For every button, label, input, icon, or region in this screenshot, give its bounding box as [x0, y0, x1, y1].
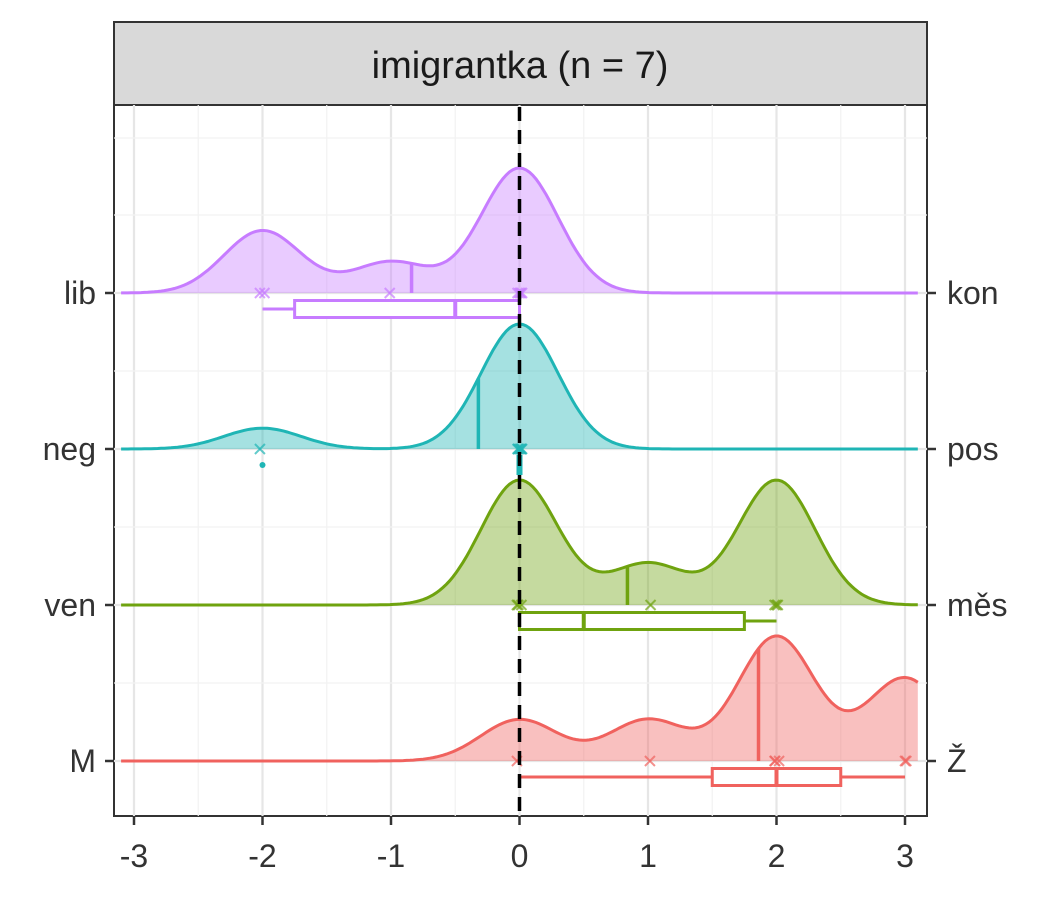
data-point: [512, 599, 524, 611]
boxplot: [518, 611, 777, 631]
x-tick-label: -1: [377, 838, 405, 874]
y-label-right: pos: [947, 431, 999, 467]
data-point: [254, 443, 266, 455]
x-tick-label: -2: [248, 838, 276, 874]
y-label-left: lib: [64, 275, 96, 311]
data-point-stroke: [254, 287, 266, 299]
y-label-left: neg: [43, 431, 96, 467]
x-tick-label: 2: [768, 838, 786, 874]
data-point: [258, 287, 271, 299]
data-point: [770, 599, 783, 611]
y-label-right: měs: [947, 587, 1007, 623]
ridge-M: [121, 634, 919, 787]
axes: -3 -2 -1 0 1 2 3 lib kon neg pos ven měs M Ž: [43, 275, 1008, 874]
data-point-stroke: [513, 443, 526, 455]
data-point-stroke: [773, 755, 785, 767]
density-curve: [121, 634, 919, 763]
data-point: [768, 599, 781, 611]
box-iqr: [293, 299, 521, 319]
data-point-stroke: [258, 287, 271, 299]
data-point: [644, 755, 656, 767]
box-outlier: [259, 462, 266, 468]
data-point: [254, 287, 266, 299]
boxplot: [262, 299, 521, 319]
x-tick-label: 1: [639, 838, 657, 874]
data-point: [773, 755, 785, 767]
y-label-left: M: [69, 743, 96, 779]
x-tick-label: -3: [120, 838, 148, 874]
data-point: [768, 755, 781, 767]
y-label-right: Ž: [947, 743, 967, 779]
box-iqr: [518, 611, 746, 631]
boxplot: [519, 767, 905, 787]
y-label-right: kon: [947, 275, 999, 311]
data-point-stroke: [644, 599, 657, 611]
density-area: [121, 480, 918, 605]
data-point: [899, 755, 911, 767]
data-point-stroke: [644, 755, 656, 767]
density-curve: [121, 166, 918, 295]
data-point: [513, 443, 526, 455]
data-point-stroke: [511, 287, 524, 299]
data-point-stroke: [384, 287, 396, 299]
data-point-stroke: [768, 755, 781, 767]
data-point: [644, 599, 657, 611]
data-point-stroke: [899, 755, 911, 767]
panel-title: imigrantka (n = 7): [372, 45, 669, 87]
data-point: [384, 287, 396, 299]
x-tick-label: 0: [511, 838, 529, 874]
data-point-stroke: [511, 443, 524, 455]
data-point-stroke: [512, 599, 524, 611]
data-point-stroke: [254, 443, 266, 455]
data-point-stroke: [768, 599, 781, 611]
data-point-stroke: [770, 599, 783, 611]
panel-strip: [113, 21, 928, 106]
density-area: [121, 636, 918, 761]
y-label-left: ven: [44, 587, 96, 623]
data-point-stroke: [515, 599, 528, 611]
x-tick-label: 3: [896, 838, 914, 874]
